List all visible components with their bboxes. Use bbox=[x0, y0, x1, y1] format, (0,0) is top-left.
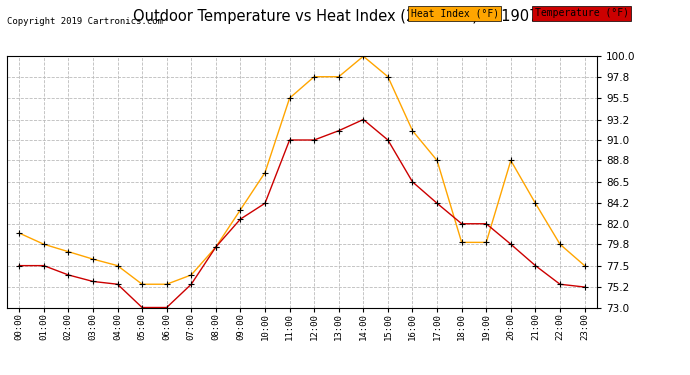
Text: Temperature (°F): Temperature (°F) bbox=[535, 8, 629, 18]
Text: Outdoor Temperature vs Heat Index (24 Hours) 20190705: Outdoor Temperature vs Heat Index (24 Ho… bbox=[133, 9, 557, 24]
Text: Heat Index (°F): Heat Index (°F) bbox=[411, 8, 499, 18]
Text: Copyright 2019 Cartronics.com: Copyright 2019 Cartronics.com bbox=[7, 17, 163, 26]
